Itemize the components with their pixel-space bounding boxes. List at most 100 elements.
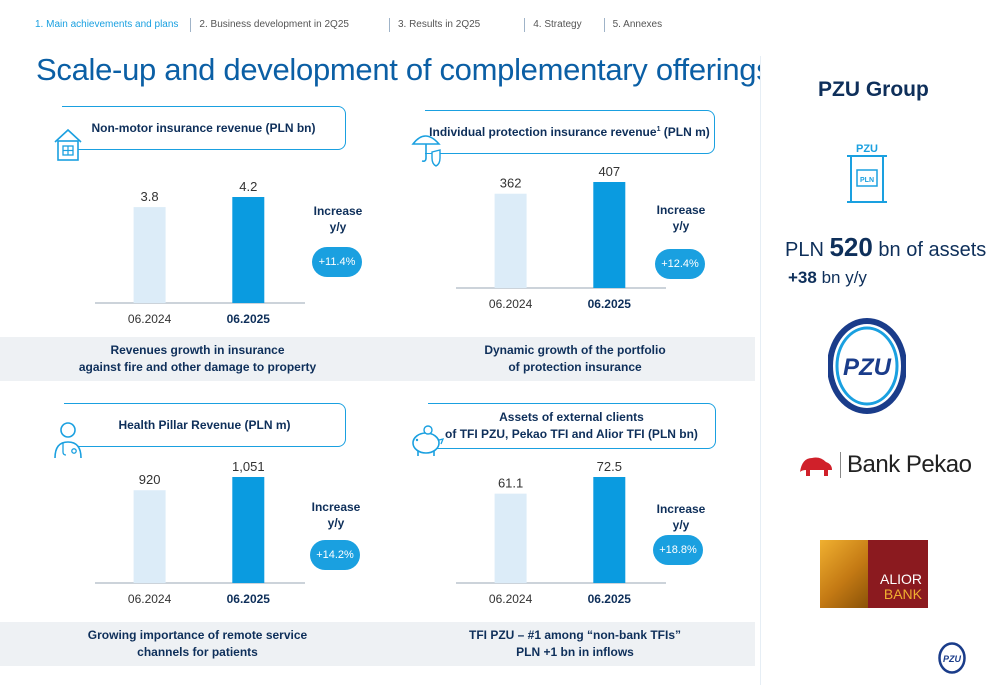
- bar-06.2024: [494, 193, 527, 288]
- panel-4-header-line-2: of TFI PZU, Pekao TFI and Alior TFI (PLN…: [445, 427, 698, 441]
- nav-item-results[interactable]: 3. Results in 2Q25: [388, 18, 488, 32]
- panel-2-header-main: Individual protection insurance revenue: [429, 125, 657, 139]
- panel-3-caption: Growing importance of remote service cha…: [0, 622, 395, 666]
- panel-3-increase-label: Increase y/y: [308, 499, 364, 531]
- alior-line-2: BANK: [883, 586, 922, 602]
- panel-2-header-text: Individual protection insurance revenue1…: [429, 125, 710, 139]
- alior-line-1: ALIOR: [879, 571, 922, 587]
- x-tick-label: 06.2025: [227, 312, 271, 326]
- panel-2-caption: Dynamic growth of the portfolio of prote…: [395, 337, 755, 381]
- panel-2-increase-word: Increase: [656, 203, 706, 217]
- bar-value-label: 1,051: [232, 459, 265, 474]
- alior-bank-logo: ALIOR BANK: [820, 540, 928, 608]
- bar-06.2025: [232, 197, 265, 303]
- bar-value-label: 4.2: [239, 179, 257, 194]
- bar-06.2025: [232, 477, 265, 583]
- panel-2-increase-label: Increase y/y: [653, 202, 709, 234]
- panel-2-header-footnote: 1: [656, 126, 661, 133]
- building-sign: PLN: [860, 177, 874, 184]
- panel-1-header: Non-motor insurance revenue (PLN bn): [62, 106, 346, 150]
- assets-value: 520: [829, 232, 873, 262]
- nav-item-annexes[interactable]: 5. Annexes: [603, 18, 670, 32]
- panel-4-increase-label: Increase y/y: [653, 501, 709, 533]
- panel-3-increase-badge: +14.2%: [310, 540, 360, 570]
- bar-value-label: 72.5: [597, 459, 622, 474]
- assets-growth: +38 bn y/y: [788, 268, 867, 288]
- panel-2-header-unit: (PLN m): [660, 125, 710, 139]
- panel-1-header-text: Non-motor insurance revenue (PLN bn): [91, 121, 316, 135]
- bar-06.2024: [133, 490, 166, 583]
- bar-06.2025: [593, 477, 626, 583]
- panel-2-caption-line-2: of protection insurance: [508, 360, 642, 374]
- building-label: PZU: [856, 143, 878, 155]
- panel-1-increase-badge: +11.4%: [312, 247, 362, 277]
- chart-2: 362 06.2024 407 06.2025: [456, 164, 666, 311]
- panel-4-header: Assets of external clients of TFI PZU, P…: [428, 403, 716, 449]
- panel-1-increase-label: Increase y/y: [310, 203, 366, 235]
- bar-value-label: 407: [598, 164, 620, 179]
- nav-item-business-development[interactable]: 2. Business development in 2Q25: [190, 18, 357, 32]
- pzu-corner-logo: PZU: [938, 642, 966, 674]
- panel-4-increase-badge: +18.8%: [653, 535, 703, 565]
- panel-1-caption: Revenues growth in insurance against fir…: [0, 337, 395, 381]
- house-icon: [54, 128, 82, 161]
- bison-icon: [800, 457, 832, 476]
- assets-suffix: bn of assets: [872, 239, 987, 261]
- assets-growth-suffix: bn y/y: [816, 268, 867, 287]
- panel-1-caption-line-1: Revenues growth in insurance: [110, 343, 285, 357]
- panel-1-increase-word: Increase: [313, 204, 363, 218]
- panel-3-caption-line-1: Growing importance of remote service: [87, 628, 308, 642]
- bar-value-label: 3.8: [141, 189, 159, 204]
- panel-4-header-line-1: Assets of external clients: [499, 410, 644, 424]
- x-tick-label: 06.2025: [588, 297, 632, 311]
- panel-3-caption-line-2: channels for patients: [137, 645, 258, 659]
- alior-face-icon: [820, 540, 868, 608]
- piggy-bank-icon: [412, 425, 444, 456]
- panel-4-caption: TFI PZU – #1 among “non-bank TFIs” PLN +…: [395, 622, 755, 666]
- chart-4: 61.1 06.2024 72.5 06.2025: [456, 459, 666, 606]
- bar-value-label: 920: [139, 472, 161, 487]
- panel-3-increase-word: Increase: [311, 500, 361, 514]
- chart-1: 3.8 06.2024 4.2 06.2025: [95, 179, 305, 326]
- bar-value-label: 61.1: [498, 476, 523, 491]
- x-tick-label: 06.2025: [227, 592, 271, 606]
- x-tick-label: 06.2024: [489, 297, 533, 311]
- bar-06.2024: [494, 493, 527, 583]
- panel-3-header-text: Health Pillar Revenue (PLN m): [118, 418, 291, 432]
- assets-prefix: PLN: [785, 239, 830, 261]
- total-assets: PLN 520 bn of assets: [785, 232, 986, 263]
- section-nav: 1. Main achievements and plans 2. Busine…: [35, 18, 670, 32]
- panel-3-header: Health Pillar Revenue (PLN m): [64, 403, 346, 447]
- sidebar-title: PZU Group: [818, 78, 929, 101]
- alior-bank-text: ALIOR BANK: [880, 572, 922, 602]
- corner-logo-text: PZU: [943, 654, 962, 664]
- bank-building-icon: PZU PLN: [847, 142, 887, 203]
- panel-4-increase-word: Increase: [656, 502, 706, 516]
- panel-4-caption-line-1: TFI PZU – #1 among “non-bank TFIs”: [468, 628, 681, 642]
- panel-1-caption-line-2: against fire and other damage to propert…: [78, 360, 317, 374]
- panel-3-increase-yy: y/y: [327, 516, 345, 530]
- bank-pekao-logo: Bank Pekao: [798, 452, 972, 478]
- x-tick-label: 06.2024: [128, 592, 172, 606]
- x-tick-label: 06.2025: [588, 592, 632, 606]
- nav-item-strategy[interactable]: 4. Strategy: [524, 18, 589, 32]
- umbrella-shield-icon: [411, 135, 441, 167]
- page-title: Scale-up and development of complementar…: [36, 52, 772, 87]
- bar-value-label: 362: [500, 176, 522, 191]
- x-tick-label: 06.2024: [489, 592, 533, 606]
- bar-06.2025: [593, 182, 626, 288]
- panel-2-increase-yy: y/y: [672, 219, 690, 233]
- nav-item-main-achievements[interactable]: 1. Main achievements and plans: [35, 19, 179, 30]
- chart-3: 920 06.2024 1,051 06.2025: [95, 459, 305, 606]
- assets-growth-value: +38: [788, 268, 817, 287]
- panel-4-caption-line-2: PLN +1 bn in inflows: [516, 645, 634, 659]
- panel-1-increase-yy: y/y: [329, 220, 347, 234]
- doctor-icon: [54, 422, 82, 459]
- panel-2-header: Individual protection insurance revenue1…: [425, 110, 715, 154]
- x-tick-label: 06.2024: [128, 312, 172, 326]
- pzu-logo-text: PZU: [843, 354, 892, 381]
- panel-2-increase-badge: +12.4%: [655, 249, 705, 279]
- bank-pekao-text: Bank Pekao: [840, 452, 972, 478]
- pzu-logo: PZU: [828, 318, 906, 414]
- bar-06.2024: [133, 207, 166, 303]
